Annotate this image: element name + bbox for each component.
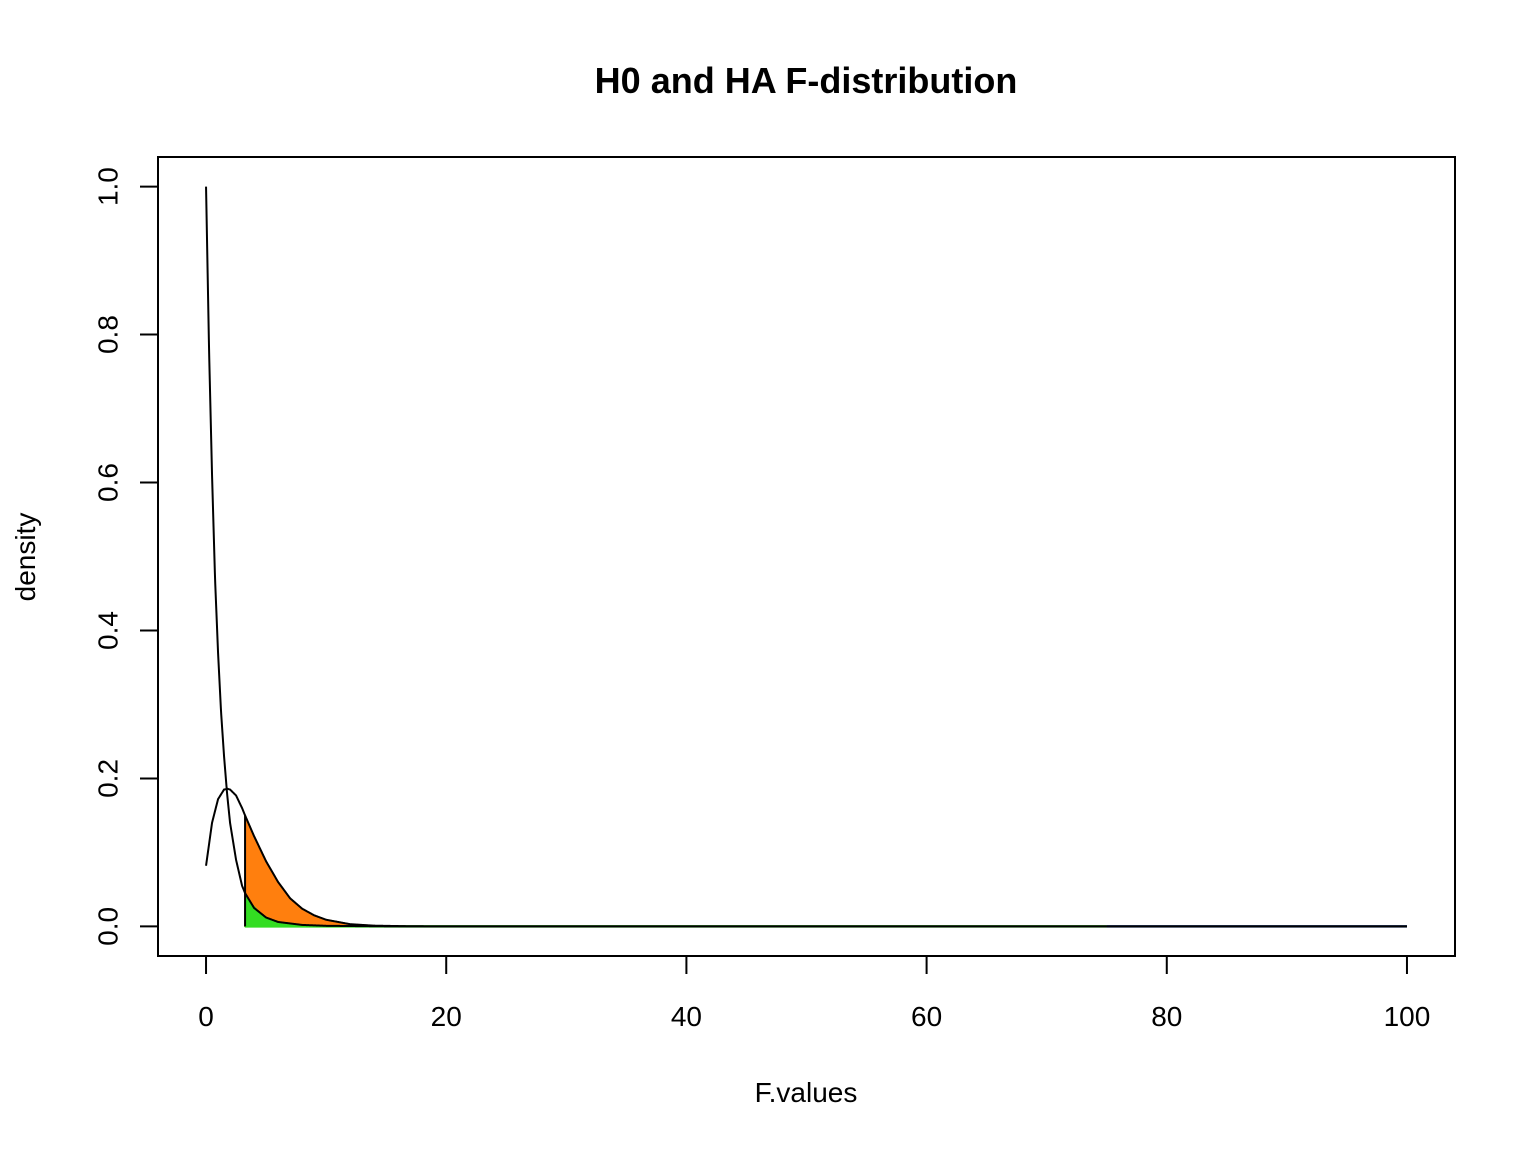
y-axis: 0.0 0.2 0.4 0.6 0.8 1.0	[92, 167, 159, 946]
y-tick-label: 0.2	[92, 759, 123, 798]
plot-frame	[157, 156, 1456, 957]
x-tick-label: 0	[198, 1001, 214, 1032]
y-tick-label: 0.0	[92, 907, 123, 946]
y-tick-label: 1.0	[92, 167, 123, 206]
x-axis-label: F.values	[755, 1077, 858, 1108]
y-axis-label: density	[10, 513, 41, 602]
y-tick-label: 0.6	[92, 463, 123, 502]
x-tick-label: 40	[671, 1001, 702, 1032]
series-line-2	[205, 787, 1407, 928]
x-tick-label: 20	[431, 1001, 462, 1032]
x-tick-label: 60	[911, 1001, 942, 1032]
plot-marks	[205, 186, 1407, 928]
series-line-1	[205, 186, 1407, 928]
x-axis: 0 20 40 60 80 100	[198, 955, 1431, 1032]
y-tick-label: 0.4	[92, 611, 123, 650]
shaded-region-2	[244, 890, 1107, 928]
chart-title: H0 and HA F-distribution	[595, 60, 1018, 101]
shaded-region-1	[244, 815, 411, 928]
y-tick-label: 0.8	[92, 315, 123, 354]
x-tick-label: 100	[1384, 1001, 1431, 1032]
x-tick-label: 80	[1151, 1001, 1182, 1032]
